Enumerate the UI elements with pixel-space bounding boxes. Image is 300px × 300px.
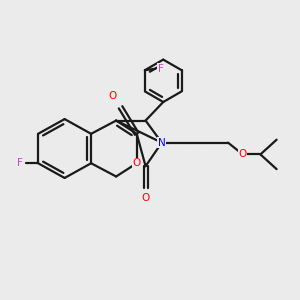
Text: O: O: [108, 91, 116, 100]
Text: F: F: [17, 158, 23, 168]
Text: O: O: [133, 158, 141, 168]
Text: F: F: [158, 64, 164, 74]
Text: O: O: [238, 149, 247, 159]
Text: N: N: [158, 138, 166, 148]
Text: O: O: [142, 193, 150, 203]
